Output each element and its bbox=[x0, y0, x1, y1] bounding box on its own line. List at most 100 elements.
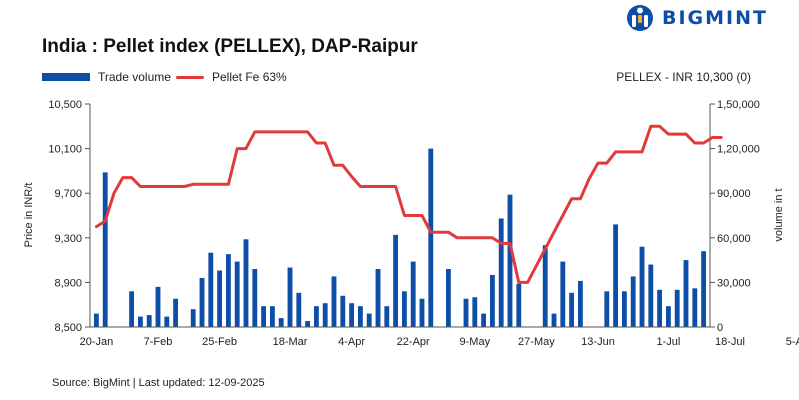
x-tick-label: 27-May bbox=[518, 336, 555, 348]
trade-volume-bar bbox=[569, 292, 575, 327]
y-tick-left: 8,900 bbox=[54, 277, 82, 289]
x-tick-label: 18-Jul bbox=[715, 336, 745, 348]
y-tick-right: 1,20,000 bbox=[717, 144, 760, 156]
source-note: Source: BigMint | Last updated: 12-09-20… bbox=[52, 377, 265, 389]
trade-volume-bars bbox=[93, 148, 707, 327]
trade-volume-bar bbox=[261, 306, 267, 327]
x-tick-label: 22-Apr bbox=[397, 336, 430, 348]
trade-volume-bar bbox=[357, 306, 363, 327]
brand-logo: BIGMINT bbox=[626, 4, 796, 32]
trade-volume-bar bbox=[366, 313, 372, 327]
legend-item-pellet-fe: Pellet Fe 63% bbox=[176, 70, 287, 84]
y-tick-right: 90,000 bbox=[717, 188, 751, 200]
trade-volume-bar bbox=[313, 306, 319, 327]
trade-volume-bar bbox=[173, 298, 179, 327]
x-tick-label: 7-Feb bbox=[144, 336, 173, 348]
bigmint-logo-icon bbox=[627, 5, 653, 31]
x-tick-label: 4-Apr bbox=[338, 336, 365, 348]
y-tick-left: 9,300 bbox=[54, 233, 82, 245]
trade-volume-bar bbox=[489, 274, 495, 327]
trade-volume-bar bbox=[445, 269, 451, 327]
trade-volume-bar bbox=[278, 318, 284, 327]
x-tick-label: 9-May bbox=[460, 336, 491, 348]
trade-volume-bar bbox=[674, 289, 680, 327]
trade-volume-bar bbox=[164, 316, 170, 327]
trade-volume-bar bbox=[155, 286, 161, 327]
trade-volume-bar bbox=[630, 276, 636, 327]
trade-volume-bar bbox=[252, 269, 258, 327]
trade-volume-bar bbox=[217, 270, 223, 327]
trade-volume-bar bbox=[516, 283, 522, 327]
y-tick-left: 9,700 bbox=[54, 188, 82, 200]
trade-volume-bar bbox=[657, 289, 663, 327]
trade-volume-bar bbox=[472, 297, 478, 327]
trade-volume-bar bbox=[498, 218, 504, 327]
x-tick-label: 18-Mar bbox=[273, 336, 308, 348]
trade-volume-bar bbox=[384, 306, 390, 327]
y-tick-left: 10,100 bbox=[48, 144, 82, 156]
trade-volume-bar bbox=[102, 172, 108, 327]
trade-volume-bar bbox=[305, 321, 311, 327]
trade-volume-bar bbox=[639, 246, 645, 327]
trade-volume-bar bbox=[199, 277, 205, 327]
x-tick-label: 1-Jul bbox=[656, 336, 680, 348]
trade-volume-bar bbox=[234, 261, 240, 327]
left-axis: 8,500 8,900 9,300 9,700 10,100 10,500 bbox=[48, 99, 91, 334]
trade-volume-bar bbox=[410, 261, 416, 327]
trade-volume-bar bbox=[208, 252, 214, 327]
y-tick-right: 1,50,000 bbox=[717, 99, 760, 111]
trade-volume-bar bbox=[613, 224, 619, 327]
trade-volume-bar bbox=[481, 313, 487, 327]
trade-volume-bar bbox=[129, 291, 135, 327]
trade-volume-bar bbox=[137, 316, 143, 327]
trade-volume-bar bbox=[146, 315, 152, 327]
trade-volume-bar bbox=[621, 291, 627, 327]
trade-volume-bar bbox=[419, 298, 425, 327]
trade-volume-bar bbox=[93, 313, 99, 327]
y-tick-left: 10,500 bbox=[48, 99, 82, 111]
pellex-price-note: PELLEX - INR 10,300 (0) bbox=[616, 70, 751, 84]
y-axis-label-right: volume in t bbox=[773, 188, 785, 241]
legend-swatch-bar bbox=[42, 73, 90, 81]
trade-volume-bar bbox=[296, 292, 302, 327]
trade-volume-bar bbox=[577, 280, 583, 327]
trade-volume-bar bbox=[190, 309, 196, 327]
trade-volume-bar bbox=[463, 298, 469, 327]
pellet-price-line-group bbox=[94, 124, 723, 284]
legend-item-trade-volume: Trade volume bbox=[42, 70, 171, 84]
trade-volume-bar bbox=[393, 234, 399, 327]
chart-title: India : Pellet index (PELLEX), DAP-Raipu… bbox=[42, 36, 418, 57]
trade-volume-bar bbox=[560, 261, 566, 327]
trade-volume-bar bbox=[692, 288, 698, 327]
trade-volume-bar bbox=[225, 254, 231, 327]
trade-volume-bar bbox=[604, 291, 610, 327]
trade-volume-bar bbox=[375, 269, 381, 327]
pellet-price-line bbox=[94, 124, 723, 284]
y-tick-right: 60,000 bbox=[717, 233, 751, 245]
right-axis: 0 30,000 60,000 90,000 1,20,000 1,50,000 bbox=[709, 99, 760, 334]
y-tick-left: 8,500 bbox=[54, 322, 82, 334]
x-tick-label: 20-Jan bbox=[80, 336, 114, 348]
y-tick-right: 30,000 bbox=[717, 277, 751, 289]
trade-volume-bar bbox=[701, 251, 707, 327]
legend-label-pellet-fe: Pellet Fe 63% bbox=[212, 70, 287, 84]
trade-volume-bar bbox=[648, 264, 654, 327]
x-tick-label: 25-Feb bbox=[202, 336, 237, 348]
brand-name: BIGMINT bbox=[662, 7, 768, 29]
trade-volume-bar bbox=[401, 291, 407, 327]
trade-volume-bar bbox=[269, 306, 275, 327]
y-axis-label-left: Price in INR/t bbox=[23, 183, 35, 248]
trade-volume-bar bbox=[551, 313, 557, 327]
trade-volume-bar bbox=[507, 194, 513, 327]
trade-volume-bar bbox=[243, 239, 249, 327]
trade-volume-bar bbox=[683, 260, 689, 327]
trade-volume-bar bbox=[331, 276, 337, 327]
trade-volume-bar bbox=[322, 303, 328, 327]
x-axis: 20-Jan 7-Feb 25-Feb 18-Mar 4-Apr 22-Apr 9-May 2… bbox=[80, 326, 799, 348]
trade-volume-bar bbox=[428, 148, 434, 327]
x-tick-label: 5-Aug bbox=[786, 336, 799, 348]
trade-volume-bar bbox=[349, 303, 355, 327]
y-tick-right: 0 bbox=[717, 322, 723, 334]
trade-volume-bar bbox=[340, 295, 346, 327]
